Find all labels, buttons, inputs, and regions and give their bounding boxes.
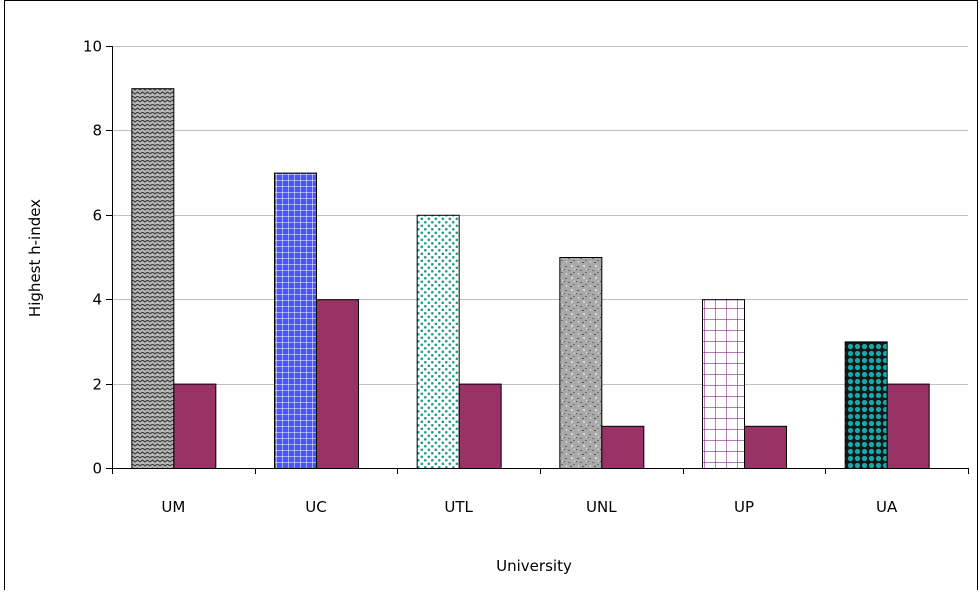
bar-ua-series-1 (844, 341, 888, 469)
bar-uc-series-1 (274, 172, 317, 469)
x-tick-label-up: UP (734, 498, 754, 516)
bar-utl-series-2 (458, 383, 502, 470)
bar-unl-series-1 (559, 257, 603, 469)
bar-up-series-1 (702, 299, 745, 470)
y-tick-label-6: 6 (92, 207, 102, 225)
y-tick-label-4: 4 (92, 291, 102, 309)
bar-um-series-1 (131, 88, 175, 469)
bar-ua-series-2 (886, 383, 930, 470)
bar-um-series-2 (173, 383, 217, 470)
y-tick-label-2: 2 (92, 376, 102, 394)
axes (106, 46, 969, 474)
y-tick-label-0: 0 (92, 460, 102, 478)
x-tick-label-ua: UA (876, 498, 898, 516)
x-tick-label-utl: UTL (444, 498, 473, 516)
x-tick-label-um: UM (161, 498, 185, 516)
y-tick-label-8: 8 (92, 122, 102, 140)
x-tick-label-unl: UNL (586, 498, 617, 516)
grid-lines (112, 46, 968, 385)
bars (131, 88, 930, 470)
bar-utl-series-1 (416, 214, 460, 469)
bar-uc-series-2 (316, 299, 359, 470)
x-tick-label-uc: UC (305, 498, 326, 516)
bar-unl-series-2 (601, 425, 645, 469)
y-axis-title: Highest h-index (26, 199, 44, 317)
chart-frame (4, 0, 978, 594)
y-tick-label-10: 10 (83, 38, 102, 56)
x-axis-title: University (496, 557, 572, 575)
bar-up-series-2 (744, 425, 787, 469)
tick-labels: UM UC UTL UNL UP UA 0 2 4 6 8 10 (83, 38, 898, 517)
